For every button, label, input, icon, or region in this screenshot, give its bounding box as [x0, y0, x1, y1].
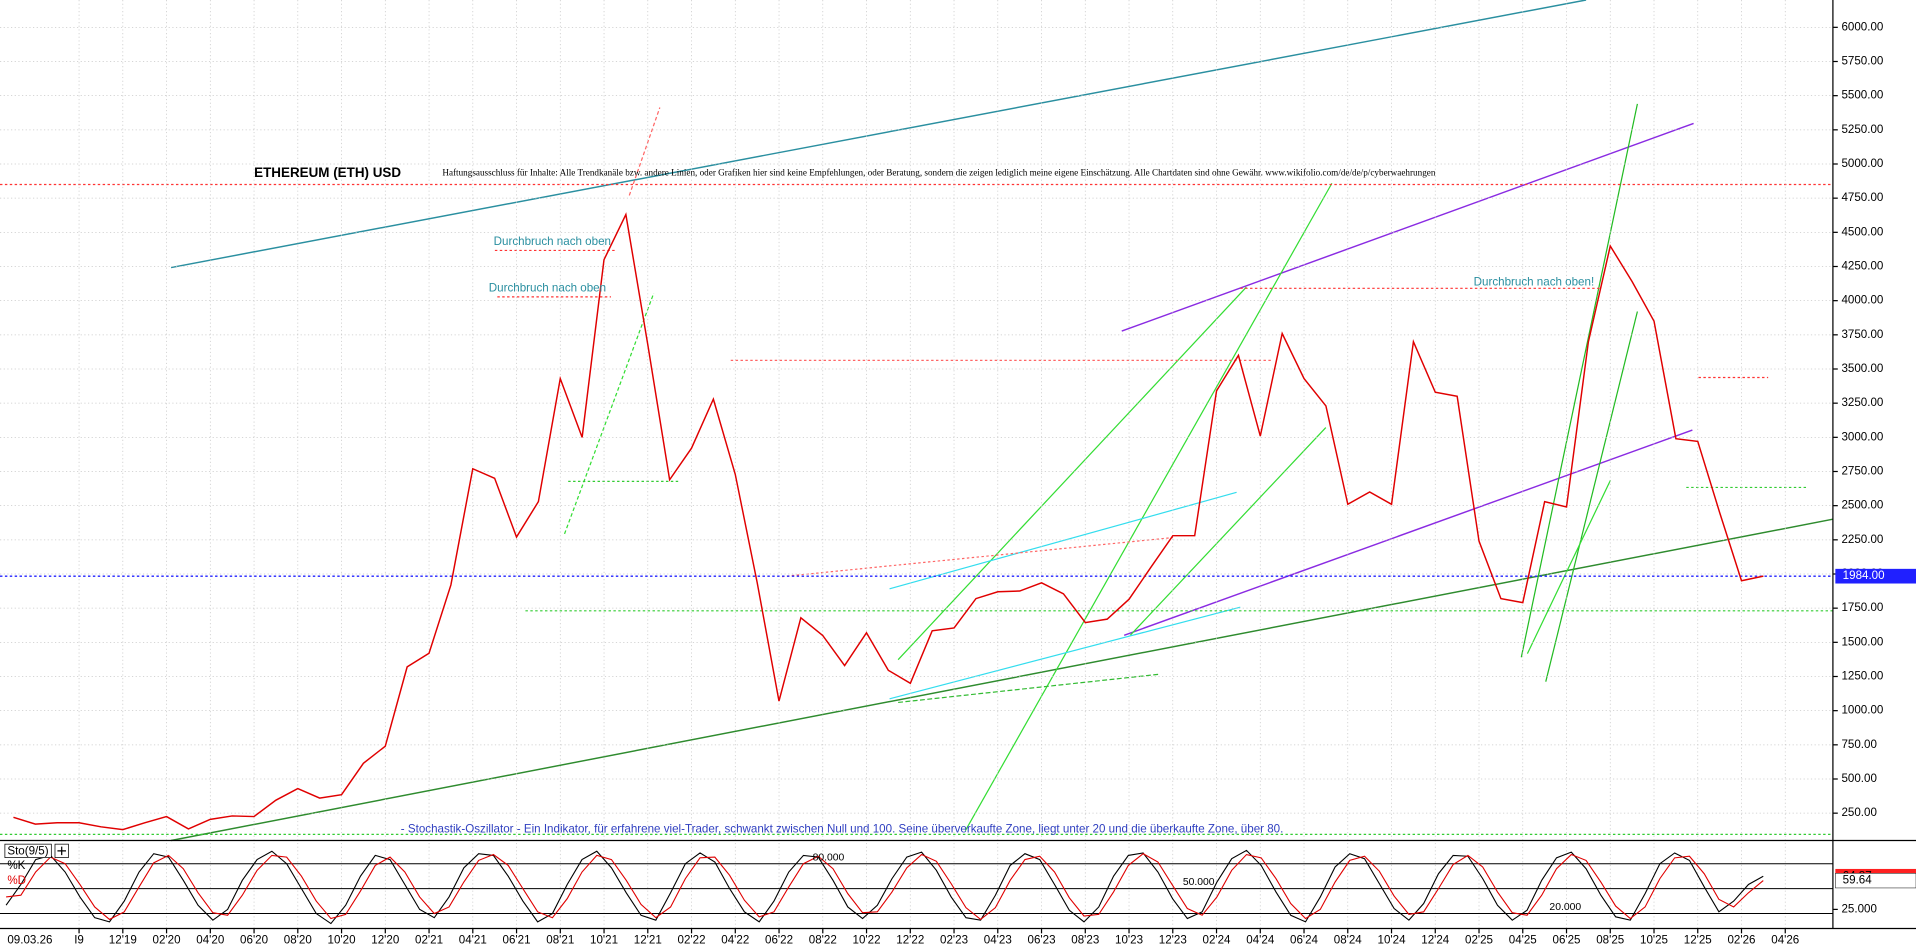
y-tick-label: 2750.00	[1841, 465, 1883, 478]
y-tick-label: 25.000	[1841, 902, 1876, 915]
y-tick-label: 4500.00	[1841, 225, 1883, 238]
y-tick-label: 3750.00	[1841, 328, 1883, 341]
y-tick-label: 3000.00	[1841, 430, 1883, 443]
price-tag	[1835, 568, 1916, 584]
y-tick-label: 5750.00	[1841, 55, 1883, 68]
y-tick-label: 2250.00	[1841, 533, 1883, 546]
y-tick-label: 5500.00	[1841, 89, 1883, 102]
y-tick-label: 4750.00	[1841, 191, 1883, 204]
x-tick-label: 04'22	[721, 934, 749, 947]
x-tick-label: 12'22	[896, 934, 924, 947]
x-tick-label: 12'19	[109, 934, 137, 947]
x-tick-label: 12'21	[634, 934, 662, 947]
x-tick-label: 12'25	[1684, 934, 1712, 947]
annotation: - Stochastik-Oszillator - Ein Indikator,…	[401, 823, 1284, 836]
y-tick-label: 4250.00	[1841, 260, 1883, 273]
annotation: Durchbruch nach oben	[494, 235, 611, 248]
y-tick-label: 3500.00	[1841, 362, 1883, 375]
x-tick-label: 08'23	[1071, 934, 1099, 947]
x-tick-label: 08'21	[546, 934, 574, 947]
x-tick-label: 02'23	[940, 934, 968, 947]
y-tick-label: 6000.00	[1841, 20, 1883, 33]
series-line	[13, 212, 1764, 831]
y-tick-label: 1000.00	[1841, 704, 1883, 717]
x-tick-label: 04'24	[1246, 934, 1275, 947]
x-tick-label: 10'22	[853, 934, 881, 947]
x-tick-label: 06'23	[1028, 934, 1056, 947]
y-tick-label: 250.00	[1841, 806, 1876, 819]
x-tick-label: 04'21	[459, 934, 487, 947]
x-tick-label: 06'25	[1553, 934, 1581, 947]
x-tick-label: 08'25	[1596, 934, 1624, 947]
x-tick-label: 08'22	[809, 934, 837, 947]
x-tick-label: 12'24	[1421, 934, 1450, 947]
level-label: 20.000	[1549, 902, 1581, 913]
annotation: Durchbruch nach oben!	[1474, 275, 1595, 288]
x-tick-label: 02'25	[1465, 934, 1493, 947]
date-label: 09.03.26	[7, 934, 52, 947]
y-tick-label: 1500.00	[1841, 635, 1883, 648]
disclaimer: Haftungsausschluss für Inhalte: Alle Tre…	[442, 168, 1436, 178]
x-tick-label: 12'23	[1159, 934, 1187, 947]
y-tick-label: 500.00	[1841, 772, 1876, 785]
x-tick-label: 04'20	[196, 934, 224, 947]
y-tick-label: 750.00	[1841, 738, 1876, 751]
trendlines	[0, 0, 1834, 842]
x-tick-label: 10'21	[590, 934, 618, 947]
y-tick-label: 3250.00	[1841, 396, 1883, 409]
x-tick-label: 02'21	[415, 934, 443, 947]
level-label: 80.000	[813, 852, 845, 863]
x-tick-label: 06'21	[503, 934, 531, 947]
value-tag	[1835, 873, 1916, 889]
indicator-title: Sto(9/5)	[7, 845, 48, 858]
plus-icon	[57, 846, 66, 856]
level-label: 50.000	[1183, 877, 1215, 888]
x-tick-label: 04'26	[1771, 934, 1799, 947]
legend-entry: %K	[7, 859, 25, 872]
x-tick-label: I9	[74, 934, 84, 947]
x-tick-label: 06'24	[1290, 934, 1319, 947]
x-tick-label: 06'20	[240, 934, 268, 947]
x-tick-label: 02'26	[1727, 934, 1755, 947]
x-tick-label: 02'24	[1203, 934, 1232, 947]
x-tick-label: 04'25	[1509, 934, 1537, 947]
x-tick-label: 12'20	[371, 934, 399, 947]
x-tick-label: 02'22	[678, 934, 706, 947]
y-tick-label: 5000.00	[1841, 157, 1883, 170]
y-tick-label: 4000.00	[1841, 294, 1883, 307]
y-tick-label: 5250.00	[1841, 123, 1883, 136]
chart-title: ETHEREUM (ETH) USD	[254, 165, 401, 180]
plot-area	[0, 0, 1833, 929]
y-tick-label: 1250.00	[1841, 670, 1883, 683]
y-tick-label: 1750.00	[1841, 601, 1883, 614]
x-tick-label: 10'24	[1378, 934, 1407, 947]
value-tag-label: 59.64	[1843, 874, 1873, 887]
series-line	[5, 849, 1764, 925]
indicator-box	[4, 843, 52, 858]
x-tick-label: 08'24	[1334, 934, 1363, 947]
x-tick-label: 06'22	[765, 934, 793, 947]
x-tick-label: 10'20	[328, 934, 356, 947]
series-line	[6, 853, 1764, 921]
annotation: Durchbruch nach oben	[489, 281, 606, 294]
x-tick-label: 10'25	[1640, 934, 1668, 947]
x-tick-label: 04'23	[984, 934, 1012, 947]
x-tick-label: 02'20	[153, 934, 181, 947]
y-tick-label: 2500.00	[1841, 499, 1883, 512]
x-tick-label: 10'23	[1115, 934, 1143, 947]
legend-entry: %D	[7, 874, 26, 887]
x-tick-label: 08'20	[284, 934, 312, 947]
price-tag-label: 1984.00	[1843, 569, 1885, 582]
